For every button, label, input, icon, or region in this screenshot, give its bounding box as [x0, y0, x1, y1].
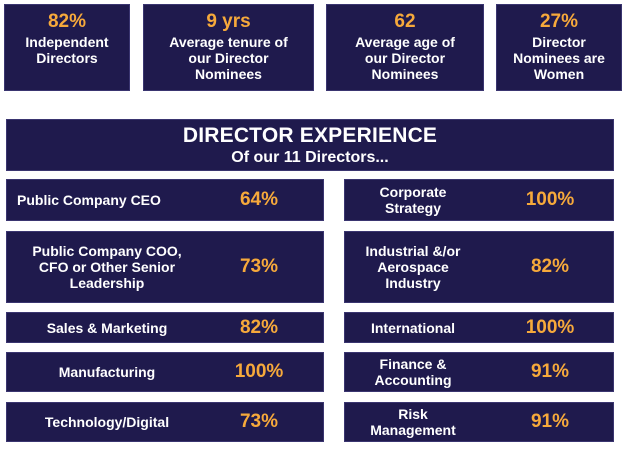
experience-card-corporate-strategy: Corporate Strategy 100% — [344, 179, 614, 221]
stat-value: 27% — [539, 11, 579, 32]
stat-label: Average tenure of our Director Nominees — [169, 34, 288, 82]
experience-label: International — [345, 313, 481, 342]
experience-label-line: Accounting — [374, 372, 452, 388]
experience-label-line: Risk — [398, 406, 428, 422]
experience-label-line: Technology/Digital — [44, 414, 170, 430]
experience-value: 82% — [239, 316, 279, 338]
section-title: DIRECTOR EXPERIENCE — [182, 124, 438, 147]
section-subtitle: Of our 11 Directors... — [231, 149, 389, 166]
stat-label-line: Women — [533, 66, 585, 82]
experience-value: 82% — [530, 256, 570, 277]
experience-label-line: Finance & — [379, 356, 447, 372]
experience-label: Technology/Digital — [7, 403, 207, 441]
experience-label-line: CFO or Other Senior — [38, 259, 176, 275]
stat-label: Average age of our Director Nominees — [355, 34, 455, 82]
stat-value: 82% — [47, 11, 87, 32]
director-experience-header: DIRECTOR EXPERIENCE Of our 11 Directors.… — [6, 119, 614, 171]
experience-value: 100% — [525, 316, 575, 338]
stat-label-line: our Director — [364, 50, 446, 66]
experience-label-line: Management — [370, 422, 456, 438]
experience-label: Public Company CEO — [17, 180, 217, 220]
experience-card-finance-accounting: Finance & Accounting 91% — [344, 352, 614, 392]
experience-card-public-company-ceo: Public Company CEO 64% — [6, 179, 324, 221]
stat-label: Director Nominees are Women — [513, 34, 605, 82]
experience-value: 100% — [525, 189, 575, 210]
stat-card-average-age: 62 Average age of our Director Nominees — [326, 4, 484, 91]
stat-label-line: Independent — [25, 34, 109, 50]
experience-label-line: Corporate — [379, 184, 447, 200]
experience-label: Public Company COO, CFO or Other Senior … — [7, 232, 207, 302]
experience-card-sales-marketing: Sales & Marketing 82% — [6, 312, 324, 343]
experience-label-line: Public Company CEO — [17, 192, 161, 208]
stat-card-independent-directors: 82% Independent Directors — [4, 4, 130, 91]
stat-label-line: Nominees are — [513, 50, 605, 66]
experience-value: 91% — [530, 411, 570, 432]
experience-card-senior-leadership: Public Company COO, CFO or Other Senior … — [6, 231, 324, 303]
experience-label: Sales & Marketing — [7, 313, 207, 342]
experience-value: 73% — [239, 256, 279, 277]
experience-label: Finance & Accounting — [345, 353, 481, 391]
stat-label-line: Nominees — [195, 66, 262, 82]
stat-value: 62 — [394, 11, 416, 32]
stat-label: Independent Directors — [25, 34, 108, 66]
stat-card-average-tenure: 9 yrs Average tenure of our Director Nom… — [143, 4, 314, 91]
stat-label-line: Average age of — [355, 34, 455, 50]
experience-value: 100% — [234, 361, 284, 382]
experience-label-line: Sales & Marketing — [46, 319, 168, 336]
stat-value: 9 yrs — [206, 11, 251, 32]
stat-label-line: Nominees — [371, 66, 439, 82]
stat-label-line: our Director — [188, 50, 269, 66]
experience-label-line: International — [370, 319, 455, 336]
experience-label: Industrial &/or Aerospace Industry — [345, 232, 481, 302]
experience-label: Corporate Strategy — [345, 180, 481, 220]
stat-label-line: Director — [532, 34, 586, 50]
experience-label: Manufacturing — [7, 353, 207, 391]
stat-label-line: Directors — [36, 50, 98, 66]
experience-label-line: Leadership — [69, 275, 145, 291]
experience-label-line: Public Company COO, — [32, 243, 182, 259]
experience-label-line: Industry — [385, 275, 441, 291]
experience-card-international: International 100% — [344, 312, 614, 343]
stat-card-women-nominees: 27% Director Nominees are Women — [496, 4, 622, 91]
experience-card-industrial-aerospace: Industrial &/or Aerospace Industry 82% — [344, 231, 614, 303]
experience-label: Risk Management — [345, 403, 481, 441]
experience-value: 64% — [239, 189, 279, 210]
experience-label-line: Aerospace — [377, 259, 449, 275]
experience-card-manufacturing: Manufacturing 100% — [6, 352, 324, 392]
experience-card-technology-digital: Technology/Digital 73% — [6, 402, 324, 442]
experience-value: 91% — [530, 361, 570, 382]
stat-label-line: Average tenure of — [169, 34, 288, 50]
experience-label-line: Industrial &/or — [365, 243, 461, 259]
experience-label-line: Strategy — [384, 200, 442, 216]
experience-card-risk-management: Risk Management 91% — [344, 402, 614, 442]
experience-label-line: Manufacturing — [58, 364, 156, 380]
experience-value: 73% — [239, 411, 279, 432]
